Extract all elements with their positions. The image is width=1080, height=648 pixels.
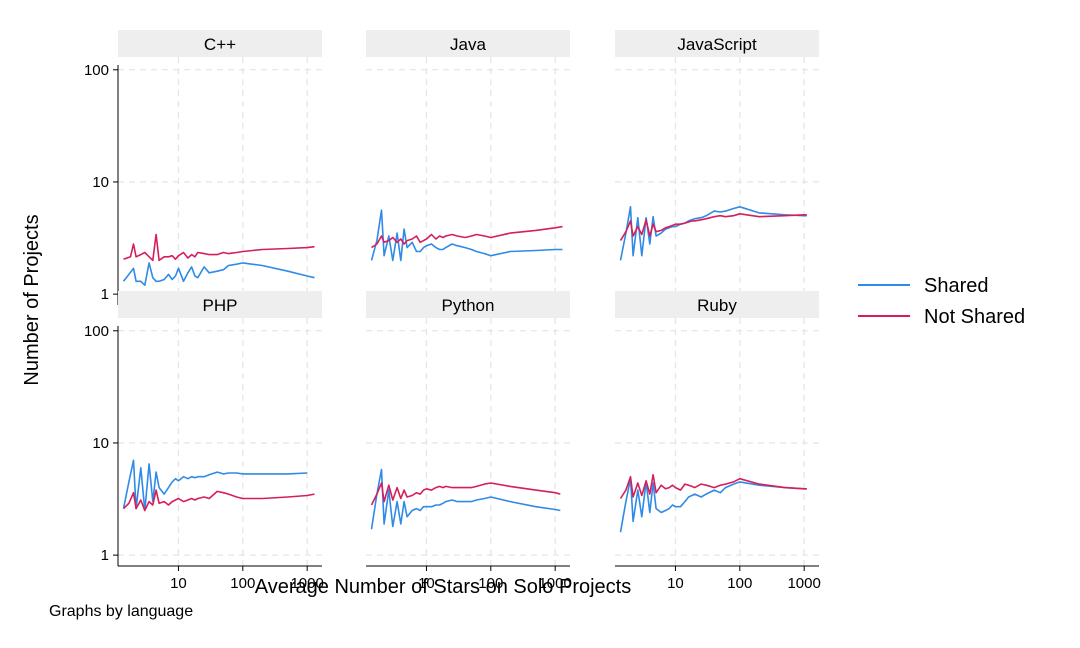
panel-title: PHP (203, 296, 238, 315)
y-tick-label: 1 (101, 547, 109, 564)
series-line-not-shared-php (122, 489, 315, 512)
series-line-not-shared-python (370, 482, 561, 506)
series-line-shared-php (122, 459, 308, 512)
x-tick-label: 10 (418, 575, 435, 592)
y-tick-label: 10 (92, 174, 109, 191)
panel-strip (366, 30, 570, 57)
series-line-not-shared-javascript (619, 213, 807, 242)
panel-title: JavaScript (677, 35, 757, 54)
x-tick-label: 100 (230, 575, 255, 592)
legend-label-not-shared: Not Shared (924, 306, 1025, 328)
x-tick-label: 1000 (538, 575, 571, 592)
series-line-not-shared-java (371, 225, 563, 249)
graph-note: Graphs by language (49, 603, 193, 620)
x-tick-label: 100 (478, 575, 503, 592)
x-tick-label: 10 (170, 575, 187, 592)
x-tick-label: 10 (667, 575, 684, 592)
x-tick-label: 1000 (290, 575, 323, 592)
panel-title: Java (450, 35, 486, 54)
panel-strip (366, 291, 570, 318)
y-tick-label: 100 (84, 62, 109, 79)
series-line-not-shared-cpp (123, 233, 315, 262)
series-line-shared-java (370, 209, 563, 262)
series-line-shared-python (370, 468, 561, 530)
series-line-not-shared-ruby (619, 473, 807, 499)
y-tick-label: 100 (84, 323, 109, 340)
panel-strip (118, 291, 322, 318)
panel-strip (615, 291, 819, 318)
panel-java: Java (366, 30, 570, 305)
x-tick-label: 100 (727, 575, 752, 592)
panel-strip (118, 30, 322, 57)
series-line-shared-ruby (619, 477, 807, 533)
legend: Shared Not Shared (858, 275, 1025, 328)
panel-title: Ruby (697, 296, 737, 315)
y-tick-label: 10 (92, 435, 109, 452)
panel-strip (615, 30, 819, 57)
legend-label-shared: Shared (924, 275, 989, 297)
panel-cpp: C++ 1 10 100 (84, 30, 322, 305)
series-line-shared-cpp (122, 262, 315, 287)
y-tick-label: 1 (101, 286, 109, 303)
panel-ruby: Ruby 10 100 1000 (615, 291, 821, 592)
panel-python: Python 10 100 1000 (366, 291, 572, 592)
panel-javascript: JavaScript (615, 30, 819, 305)
x-axis-label: Average Number of Stars on Solo Projects (255, 576, 631, 598)
y-axis-label: Number of Projects (21, 214, 43, 385)
x-tick-label: 1000 (787, 575, 820, 592)
facet-panels: C++ 1 10 100 Java JavaScript PHP 1 10 100 10 100 100… (84, 30, 821, 592)
panel-php: PHP 1 10 100 10 100 1000 (84, 291, 324, 592)
panel-title: Python (442, 296, 495, 315)
panel-title: C++ (204, 35, 236, 54)
